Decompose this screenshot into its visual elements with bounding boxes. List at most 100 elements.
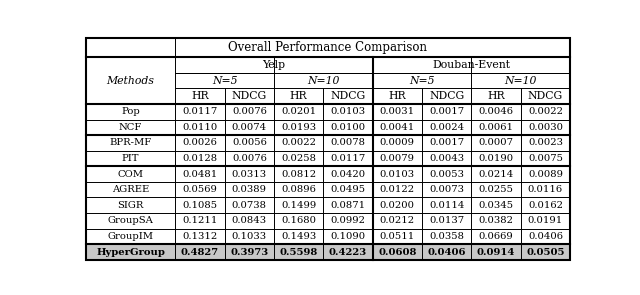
Bar (323, 104, 372, 119)
Text: 0.0843: 0.0843 (232, 216, 267, 225)
Bar (175, 213, 225, 229)
Text: HR: HR (191, 91, 209, 101)
Text: 0.0031: 0.0031 (380, 107, 415, 116)
Bar (175, 229, 225, 244)
Text: 0.0137: 0.0137 (429, 216, 464, 225)
Bar (472, 213, 521, 229)
Text: 0.0358: 0.0358 (429, 232, 464, 241)
Text: 0.0074: 0.0074 (232, 123, 267, 132)
Text: 0.0406: 0.0406 (428, 248, 466, 257)
Text: 0.0076: 0.0076 (232, 107, 267, 116)
Bar (323, 135, 372, 151)
Bar (422, 166, 472, 182)
Bar (225, 151, 274, 166)
Text: 0.1033: 0.1033 (232, 232, 267, 241)
Text: 0.1090: 0.1090 (330, 232, 365, 241)
Text: 0.0009: 0.0009 (380, 138, 415, 148)
Bar (225, 213, 274, 229)
Text: 0.0812: 0.0812 (281, 170, 316, 178)
Bar (274, 244, 323, 260)
Text: GroupSA: GroupSA (108, 216, 154, 225)
Text: 0.0738: 0.0738 (232, 201, 267, 210)
Text: 0.0191: 0.0191 (528, 216, 563, 225)
Bar (274, 229, 323, 244)
Bar (86, 229, 175, 244)
Bar (225, 135, 274, 151)
Bar (323, 119, 372, 135)
Text: 0.0214: 0.0214 (479, 170, 514, 178)
Text: Yelp: Yelp (262, 60, 285, 70)
Bar (175, 197, 225, 213)
Bar (521, 244, 570, 260)
Bar (372, 151, 422, 166)
Text: 0.0190: 0.0190 (479, 154, 513, 163)
Text: N=10: N=10 (307, 76, 339, 86)
Bar (274, 151, 323, 166)
Bar (86, 197, 175, 213)
Bar (422, 213, 472, 229)
Text: N=5: N=5 (409, 76, 435, 86)
Text: 0.4827: 0.4827 (181, 248, 219, 257)
Text: 0.0046: 0.0046 (479, 107, 513, 116)
Text: 0.0116: 0.0116 (528, 185, 563, 194)
Bar (372, 229, 422, 244)
Bar (175, 244, 225, 260)
Bar (323, 213, 372, 229)
Text: 0.0505: 0.0505 (526, 248, 564, 257)
Text: 0.0495: 0.0495 (330, 185, 365, 194)
Text: 0.0406: 0.0406 (528, 232, 563, 241)
Bar (472, 119, 521, 135)
Text: 0.0117: 0.0117 (330, 154, 365, 163)
Bar (225, 104, 274, 119)
Bar (521, 213, 570, 229)
Text: 0.1211: 0.1211 (182, 216, 218, 225)
Bar (422, 197, 472, 213)
Text: 0.0073: 0.0073 (429, 185, 464, 194)
Bar (225, 166, 274, 182)
Bar (422, 151, 472, 166)
Text: 0.0212: 0.0212 (380, 216, 415, 225)
Bar (86, 119, 175, 135)
Bar (274, 197, 323, 213)
Bar (372, 57, 570, 73)
Text: 0.0608: 0.0608 (378, 248, 417, 257)
Bar (521, 166, 570, 182)
Text: 0.0017: 0.0017 (429, 138, 464, 148)
Bar (175, 104, 225, 119)
Bar (521, 182, 570, 197)
Text: 0.0896: 0.0896 (281, 185, 316, 194)
Text: 0.0007: 0.0007 (479, 138, 513, 148)
Text: NDCG: NDCG (232, 91, 267, 101)
Bar (323, 151, 372, 166)
Text: HR: HR (388, 91, 406, 101)
Bar (372, 213, 422, 229)
Text: 0.5598: 0.5598 (280, 248, 318, 257)
Bar (472, 135, 521, 151)
Bar (274, 166, 323, 182)
Bar (372, 135, 422, 151)
Bar (274, 88, 323, 104)
Bar (372, 73, 472, 88)
Bar (521, 135, 570, 151)
Text: NDCG: NDCG (429, 91, 464, 101)
Bar (175, 135, 225, 151)
Text: 0.0041: 0.0041 (380, 123, 415, 132)
Bar (86, 57, 175, 104)
Text: 0.3973: 0.3973 (230, 248, 268, 257)
Bar (274, 135, 323, 151)
Text: 0.0511: 0.0511 (380, 232, 415, 241)
Bar (274, 213, 323, 229)
Text: 0.0871: 0.0871 (330, 201, 365, 210)
Bar (372, 182, 422, 197)
Text: 0.0382: 0.0382 (479, 216, 513, 225)
Text: HR: HR (290, 91, 307, 101)
Text: 0.0481: 0.0481 (182, 170, 218, 178)
Bar (472, 104, 521, 119)
Text: 0.0022: 0.0022 (281, 138, 316, 148)
Bar (472, 151, 521, 166)
Text: AGREE: AGREE (112, 185, 149, 194)
Text: 0.0193: 0.0193 (281, 123, 316, 132)
Text: 0.0420: 0.0420 (330, 170, 365, 178)
Bar (175, 88, 225, 104)
Bar (372, 244, 422, 260)
